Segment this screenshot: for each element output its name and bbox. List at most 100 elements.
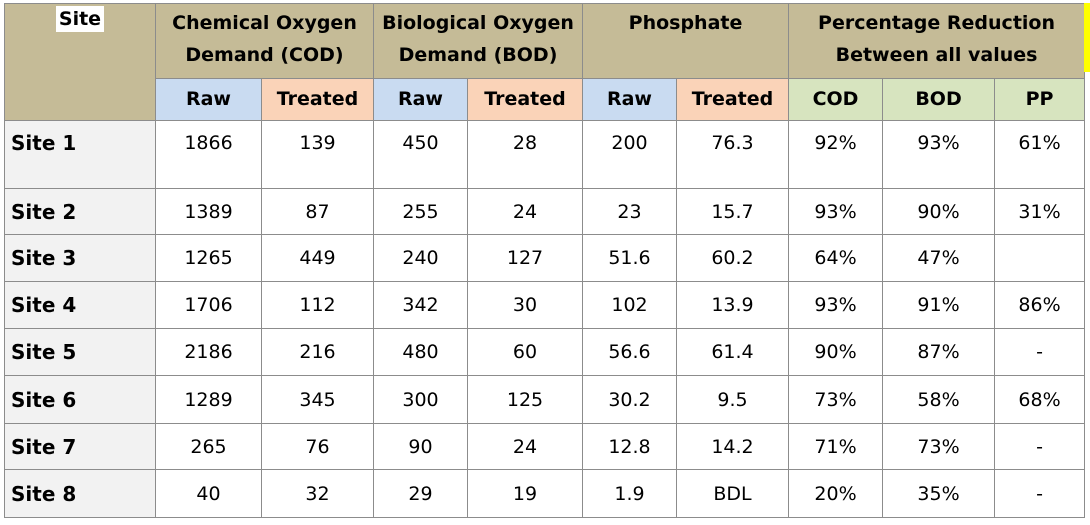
value-cell: 90% <box>788 328 884 376</box>
value-cell: 1866 <box>155 120 262 189</box>
reduction-header-line2: Between all values <box>835 44 1038 66</box>
value-cell: 300 <box>373 375 468 424</box>
value-cell: 93% <box>882 120 996 189</box>
value-cell: 345 <box>261 375 374 424</box>
value-cell: 56.6 <box>582 328 677 376</box>
value-cell: 68% <box>994 375 1086 424</box>
value-cell: 112 <box>261 281 374 329</box>
value-cell: 87% <box>882 328 996 376</box>
value-cell: 9.5 <box>675 375 790 424</box>
value-cell: 1389 <box>155 188 262 235</box>
value-cell <box>994 234 1086 282</box>
value-cell: 30.2 <box>582 375 677 424</box>
value-cell: - <box>994 328 1086 376</box>
sub-header-bod-treated: Treated <box>467 77 583 122</box>
value-cell: 2186 <box>155 328 262 376</box>
value-cell: 20% <box>788 469 884 518</box>
site-name-cell: Site 3 <box>4 234 156 282</box>
value-cell: 480 <box>373 328 468 376</box>
yellow-accent-bar <box>1084 3 1090 72</box>
value-cell: 73% <box>882 423 996 470</box>
value-cell: 92% <box>788 120 884 189</box>
value-cell: 29 <box>373 469 468 518</box>
value-cell: 450 <box>373 120 468 189</box>
value-cell: 342 <box>373 281 468 329</box>
sub-header-cod-treated: Treated <box>261 77 374 122</box>
value-cell: 40 <box>155 469 262 518</box>
table-row: Site 4 1706 112 342 30 102 13.9 93% 91% 86% <box>4 281 1086 329</box>
table-body: Site 1 1866 139 450 28 200 76.3 92% 93% 61% Site 2… <box>4 120 1086 518</box>
value-cell: 86% <box>994 281 1086 329</box>
value-cell: 73% <box>788 375 884 424</box>
value-cell: 32 <box>261 469 374 518</box>
site-name-cell: Site 7 <box>4 423 156 470</box>
value-cell: 240 <box>373 234 468 282</box>
value-cell: 200 <box>582 120 677 189</box>
value-cell: 216 <box>261 328 374 376</box>
value-cell: 127 <box>467 234 583 282</box>
value-cell: 139 <box>261 120 374 189</box>
cod-group-header: Chemical Oxygen Demand (COD) <box>155 3 374 79</box>
value-cell: 61.4 <box>675 328 790 376</box>
phosphate-group-header: Phosphate <box>581 3 790 79</box>
value-cell: 449 <box>261 234 374 282</box>
value-cell: 76.3 <box>675 120 790 189</box>
value-cell: 24 <box>467 423 583 470</box>
sub-header-reduction-cod: COD <box>788 77 884 122</box>
value-cell: 12.8 <box>582 423 677 470</box>
site-name-cell: Site 4 <box>4 281 156 329</box>
table-row: Site 3 1265 449 240 127 51.6 60.2 64% 47% <box>4 234 1086 282</box>
value-cell: 1706 <box>155 281 262 329</box>
value-cell: 1289 <box>155 375 262 424</box>
site-name-cell: Site 6 <box>4 375 156 424</box>
cod-header-line1: Chemical Oxygen <box>172 12 357 34</box>
value-cell: BDL <box>675 469 790 518</box>
value-cell: 76 <box>261 423 374 470</box>
value-cell: 19 <box>467 469 583 518</box>
value-cell: 91% <box>882 281 996 329</box>
value-cell: 31% <box>994 188 1086 235</box>
bod-group-header: Biological Oxygen Demand (BOD) <box>373 3 583 79</box>
value-cell: 255 <box>373 188 468 235</box>
value-cell: 15.7 <box>675 188 790 235</box>
value-cell: 23 <box>582 188 677 235</box>
value-cell: 1.9 <box>582 469 677 518</box>
sub-header-phosphate-raw: Raw <box>582 77 677 122</box>
value-cell: 60 <box>467 328 583 376</box>
site-name-cell: Site 8 <box>4 469 156 518</box>
value-cell: - <box>994 469 1086 518</box>
table-row: Site 2 1389 87 255 24 23 15.7 93% 90% 31% <box>4 188 1086 235</box>
reduction-header-line1: Percentage Reduction <box>818 12 1055 34</box>
value-cell: 60.2 <box>675 234 790 282</box>
value-cell: 102 <box>582 281 677 329</box>
table-row: Site 1 1866 139 450 28 200 76.3 92% 93% 61% <box>4 120 1086 189</box>
value-cell: 51.6 <box>582 234 677 282</box>
bod-header-line2: Demand (BOD) <box>398 44 558 66</box>
value-cell: 24 <box>467 188 583 235</box>
group-header-row: Site Chemical Oxygen Demand (COD) Biolog… <box>4 3 1086 121</box>
site-name-cell: Site 1 <box>4 120 156 189</box>
value-cell: 93% <box>788 281 884 329</box>
value-cell: 61% <box>994 120 1086 189</box>
sub-header-bod-raw: Raw <box>373 77 468 122</box>
cod-header-line2: Demand (COD) <box>185 44 344 66</box>
value-cell: 265 <box>155 423 262 470</box>
bod-header-line1: Biological Oxygen <box>382 12 574 34</box>
value-cell: 58% <box>882 375 996 424</box>
value-cell: 93% <box>788 188 884 235</box>
value-cell: 14.2 <box>675 423 790 470</box>
table-row: Site 5 2186 216 480 60 56.6 61.4 90% 87% - <box>4 328 1086 376</box>
site-name-cell: Site 2 <box>4 188 156 235</box>
sub-header-cod-raw: Raw <box>155 77 262 122</box>
value-cell: 1265 <box>155 234 262 282</box>
value-cell: 90% <box>882 188 996 235</box>
site-name-cell: Site 5 <box>4 328 156 376</box>
value-cell: 125 <box>467 375 583 424</box>
value-cell: 47% <box>882 234 996 282</box>
value-cell: 90 <box>373 423 468 470</box>
value-cell: - <box>994 423 1086 470</box>
results-table: Site Chemical Oxygen Demand (COD) Biolog… <box>4 3 1086 518</box>
sub-header-row: Raw Treated Raw Treated Raw Treated COD … <box>5 77 1086 122</box>
value-cell: 35% <box>882 469 996 518</box>
value-cell: 87 <box>261 188 374 235</box>
